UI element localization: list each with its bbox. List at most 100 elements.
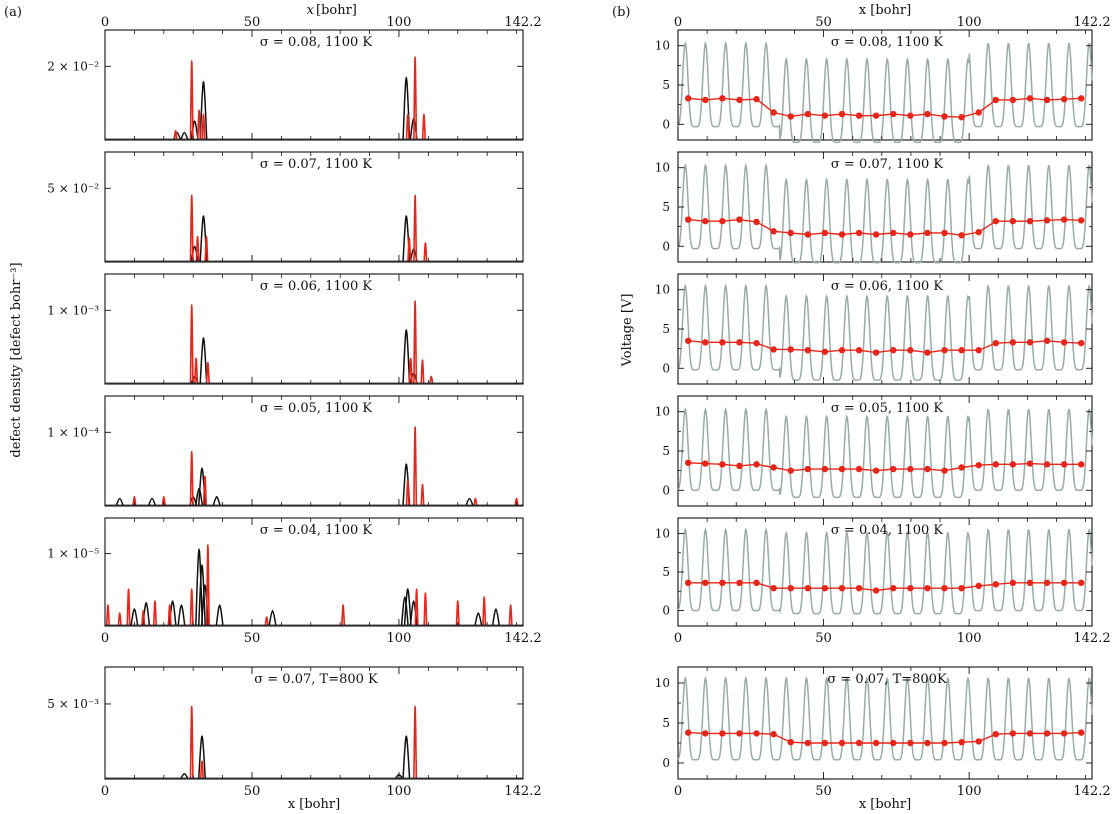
average-point-1-0 [684, 216, 692, 223]
average-point-4-13 [907, 585, 914, 592]
density-ytick-3: 1 × 10⁻⁴ [47, 425, 99, 439]
density-peak-series2-3-6 [212, 496, 221, 506]
average-point-4-11 [872, 587, 880, 594]
density-peak-series1-4-0 [205, 544, 210, 626]
density-peak-series1-3-5 [161, 495, 166, 506]
average-point-4-4 [753, 579, 760, 586]
average-point-2-16 [958, 347, 965, 354]
average-point-4-5 [770, 585, 777, 592]
average-point-2-7 [804, 347, 812, 354]
density-peak-series1-3-0 [189, 450, 194, 506]
average-point-4-7 [804, 585, 812, 592]
voltage-ytick-4-1: 5 [662, 565, 670, 579]
voltage-row-2: 0 5 10 σ = 0.06, 1100 K [655, 273, 1093, 385]
voltage-ytick-3-1: 5 [662, 444, 670, 458]
voltage-ytick-0-2: 10 [655, 39, 670, 53]
voltage-4-xtick-bottom-1: 50 [815, 631, 832, 646]
potential-curve-4 [677, 527, 1093, 615]
density-row-0: 2 × 10⁻² σ = 0.08, 1100 K 0 50 100 142.2 [47, 15, 542, 141]
average-point-4-15 [941, 585, 948, 592]
voltage-4-xtick-bottom-3: 142.2 [1073, 631, 1110, 646]
average-point-3-9 [838, 465, 846, 473]
average-point-5-11 [872, 739, 880, 747]
average-point-1-21 [1043, 217, 1051, 224]
voltage-ytick-2-2: 10 [655, 283, 670, 297]
voltage-ytick-3-2: 10 [655, 405, 670, 419]
average-point-2-10 [855, 347, 863, 354]
average-point-5-10 [855, 739, 863, 747]
average-point-0-13 [907, 112, 914, 119]
voltage-ytick-5-0: 0 [662, 756, 670, 770]
average-point-1-5 [770, 228, 777, 235]
average-point-4-18 [992, 581, 999, 588]
average-point-1-20 [1026, 217, 1034, 225]
density-peak-series2-4-10 [400, 596, 409, 626]
density-xlabel-top-x: x [307, 3, 315, 18]
voltage-title-0: σ = 0.08, 1100 K [831, 35, 943, 50]
average-point-2-23 [1078, 339, 1085, 347]
average-point-3-11 [872, 467, 880, 474]
density-peak-series1-4-2 [126, 588, 131, 626]
density-peak-series1-2-1 [194, 357, 199, 384]
average-point-3-8 [821, 465, 829, 473]
density-peak-series1-0-0 [189, 60, 194, 140]
average-point-1-1 [702, 217, 709, 225]
average-point-5-2 [719, 730, 726, 737]
average-point-4-16 [958, 585, 965, 592]
density-peak-series1-5-1 [413, 705, 418, 779]
average-point-3-19 [1009, 461, 1017, 468]
average-point-1-2 [719, 217, 726, 225]
average-point-0-7 [804, 110, 812, 118]
voltage-title-4: σ = 0.04, 1100 K [831, 523, 943, 538]
average-point-4-14 [924, 585, 931, 592]
panel-a: 2 × 10⁻²σ = 0.08, 1100 K0 50 100 142.2 5 × 1… [47, 3, 541, 812]
density-peak-series2-4-0 [195, 548, 204, 626]
average-point-5-18 [992, 731, 999, 738]
left-ylabel: defect density [defect bohr⁻³] [9, 262, 24, 457]
density-peak-series1-2-3 [413, 300, 418, 384]
average-line-5 [688, 731, 1082, 744]
average-point-4-10 [855, 585, 863, 592]
density-peak-series2-5-1 [402, 735, 411, 779]
potential-curve-2 [677, 283, 1093, 381]
average-point-1-11 [872, 231, 880, 238]
voltage-0-xtick-top-2: 100 [957, 15, 982, 30]
average-point-0-18 [992, 96, 999, 104]
density-peak-series2-0-0 [199, 80, 208, 140]
average-point-4-1 [702, 579, 709, 586]
average-point-5-15 [941, 739, 948, 747]
average-point-5-3 [736, 730, 743, 737]
average-point-5-16 [958, 739, 965, 746]
average-point-0-11 [872, 112, 880, 119]
average-point-0-4 [753, 95, 760, 103]
average-point-5-7 [804, 739, 812, 747]
voltage-ytick-3-0: 0 [662, 483, 670, 497]
panel-a-tag: (a) [4, 5, 22, 20]
average-point-1-15 [941, 229, 948, 237]
density-xlabel-top: [bohr] [316, 3, 357, 18]
density-0-xtick-top-2: 100 [387, 15, 412, 30]
average-point-5-1 [702, 730, 709, 737]
density-peak-series1-4-4 [423, 592, 428, 626]
average-point-3-17 [975, 461, 982, 469]
density-peak-series2-4-13 [474, 612, 483, 626]
average-point-2-1 [702, 339, 709, 346]
density-peak-series1-1-1 [195, 235, 200, 262]
voltage-ytick-1-2: 10 [655, 161, 670, 175]
average-point-5-8 [821, 739, 829, 747]
voltage-row-3: 0 5 10 σ = 0.05, 1100 K [655, 395, 1093, 507]
voltage-5-xtick-bottom-2: 100 [957, 784, 982, 799]
average-point-5-13 [907, 739, 914, 747]
density-peak-series1-3-2 [413, 426, 418, 506]
density-row-3: 1 × 10⁻⁴ σ = 0.05, 1100 K [47, 395, 524, 507]
density-peak-series2-4-3 [177, 604, 186, 626]
density-ytick-1: 5 × 10⁻² [47, 181, 99, 195]
voltage-ytick-1-1: 5 [662, 200, 670, 214]
density-peak-series1-4-9 [455, 600, 460, 626]
voltage-4-xtick-bottom-2: 100 [957, 631, 982, 646]
average-point-3-22 [1060, 461, 1068, 468]
density-peak-series1-1-5 [423, 242, 428, 262]
average-point-0-15 [941, 113, 948, 120]
